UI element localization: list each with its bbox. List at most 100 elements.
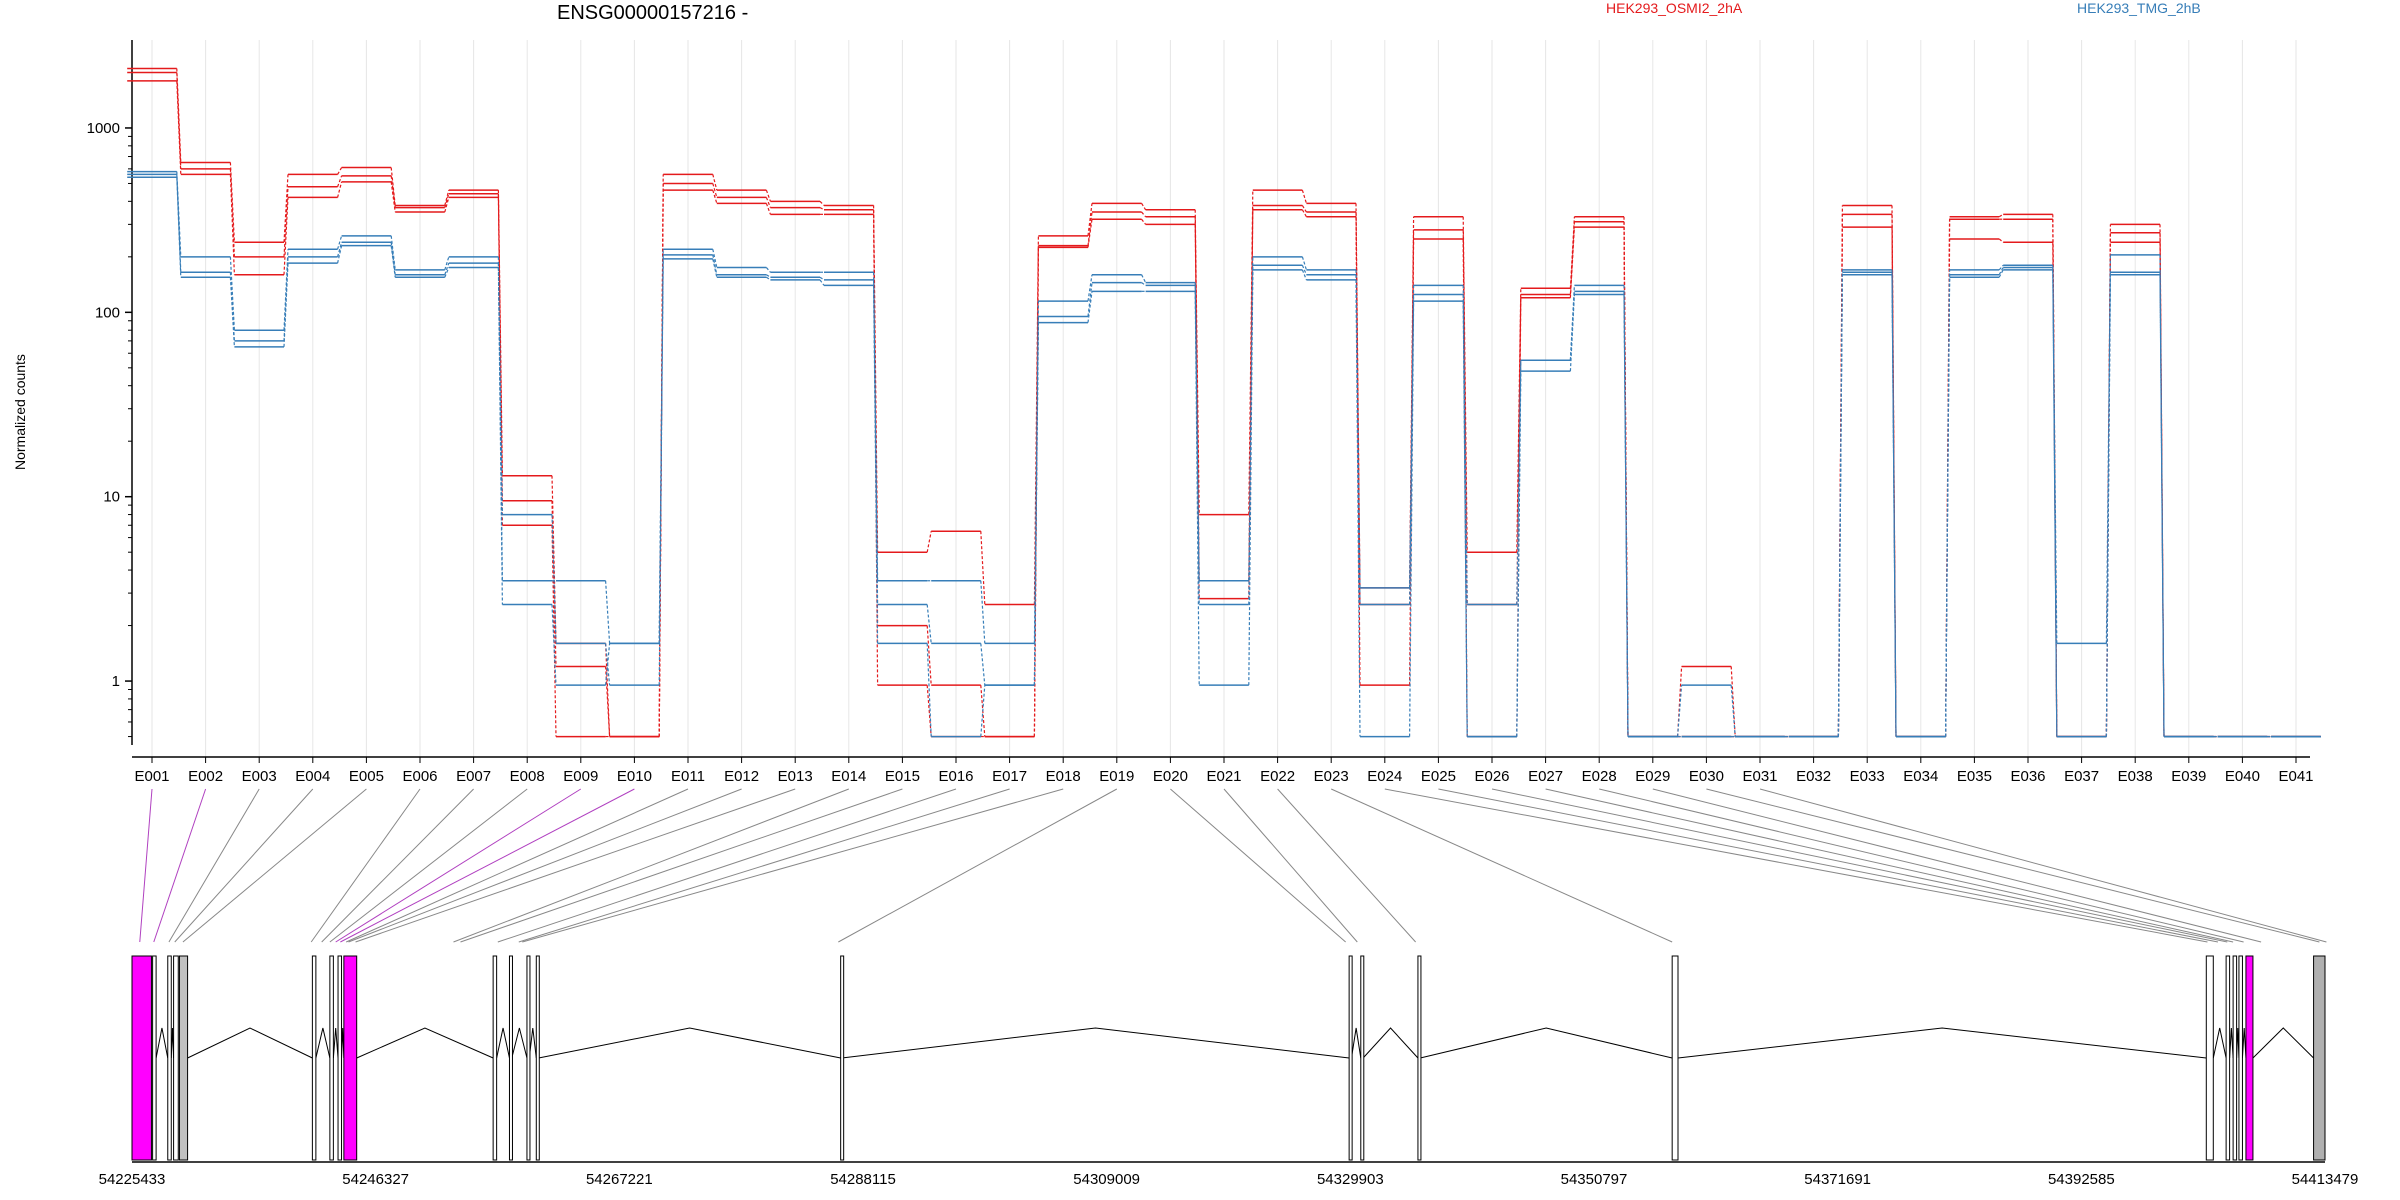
series-connector bbox=[551, 525, 557, 737]
x-axis-exon-labels: E001 E002 E003 E004 E005 E006 E007 E008 E009 E010… bbox=[134, 757, 2314, 785]
x-tick-label: E020 bbox=[1153, 768, 1188, 785]
exon-connector bbox=[168, 788, 260, 943]
series-connector bbox=[283, 197, 289, 275]
series-connector bbox=[337, 175, 343, 187]
exon-connector bbox=[497, 788, 957, 943]
series-connector bbox=[390, 167, 396, 206]
exon-connector-lines bbox=[139, 788, 2327, 943]
exon-connector bbox=[340, 788, 635, 943]
exon-connector bbox=[182, 788, 367, 943]
exon-connector bbox=[1384, 788, 2208, 943]
series-connector bbox=[497, 267, 503, 605]
y-tick-label: 1 bbox=[112, 673, 120, 690]
x-tick-label: E006 bbox=[402, 768, 437, 785]
series-connector bbox=[1998, 269, 2004, 278]
series-connector bbox=[390, 181, 396, 213]
series-connector bbox=[1033, 322, 1039, 686]
series-connector bbox=[873, 272, 879, 581]
series-connector bbox=[2052, 267, 2058, 737]
exon-block bbox=[167, 955, 172, 1161]
exon-connector bbox=[1170, 788, 1346, 943]
series-connector bbox=[444, 262, 450, 275]
x-tick-label: E025 bbox=[1421, 768, 1456, 785]
genome-tick-label: 54392585 bbox=[2048, 1171, 2115, 1188]
x-tick-label: E038 bbox=[2118, 768, 2153, 785]
series-connector bbox=[1409, 301, 1415, 737]
legend-entry-osmi2: HEK293_OSMI2_2hA bbox=[1606, 0, 1743, 16]
x-tick-label: E018 bbox=[1046, 768, 1081, 785]
series-connector bbox=[444, 267, 450, 278]
series-connector bbox=[1141, 211, 1147, 218]
exon-block bbox=[173, 955, 179, 1161]
series-connector bbox=[765, 267, 771, 273]
x-tick-label: E001 bbox=[134, 768, 169, 785]
series-connector bbox=[283, 263, 289, 347]
series-connector bbox=[1141, 282, 1146, 286]
exon-block bbox=[2205, 955, 2214, 1161]
exon-connector bbox=[355, 788, 796, 943]
axes: 1 10 100 1000 bbox=[87, 40, 2310, 758]
x-tick-label: E012 bbox=[724, 768, 759, 785]
genome-tick-label: 54371691 bbox=[1804, 1171, 1871, 1188]
series-connector bbox=[1301, 256, 1307, 271]
x-tick-label: E021 bbox=[1206, 768, 1241, 785]
exon-connector bbox=[460, 788, 903, 943]
series-connector bbox=[2159, 274, 2165, 737]
series-connector bbox=[1141, 203, 1147, 211]
exon-connector bbox=[838, 788, 1118, 943]
series-connector bbox=[712, 258, 718, 278]
x-tick-label: E029 bbox=[1635, 768, 1670, 785]
series-connector bbox=[1141, 218, 1147, 225]
series-connector bbox=[1891, 274, 1897, 737]
series-connector bbox=[926, 531, 932, 553]
x-tick-label: E036 bbox=[2010, 768, 2045, 785]
genome-tick-label: 54413479 bbox=[2292, 1171, 2359, 1188]
x-tick-label: E011 bbox=[671, 768, 705, 785]
series-connector bbox=[1141, 274, 1147, 283]
exon-block bbox=[1360, 955, 1365, 1161]
series-connector bbox=[1891, 272, 1897, 737]
exon-connector bbox=[1277, 788, 1416, 943]
series-connector bbox=[1998, 213, 2004, 218]
series-connector bbox=[229, 162, 235, 243]
exon-block bbox=[178, 955, 189, 1161]
exon-connector bbox=[139, 788, 153, 943]
series-connector bbox=[1087, 282, 1093, 317]
intron bbox=[1677, 1027, 2207, 1059]
series-connector bbox=[1301, 209, 1307, 218]
x-tick-label: E014 bbox=[831, 768, 866, 785]
exon-connector bbox=[1545, 788, 2234, 943]
intron bbox=[496, 1027, 510, 1059]
intron bbox=[1350, 1027, 1362, 1059]
exon-block bbox=[526, 955, 531, 1161]
exon-block bbox=[2238, 955, 2243, 1161]
series-connector bbox=[819, 200, 825, 206]
series-connector bbox=[176, 174, 182, 273]
x-tick-label: E040 bbox=[2225, 768, 2260, 785]
series-connector bbox=[444, 189, 450, 206]
series-connector bbox=[605, 643, 611, 737]
series-connector bbox=[605, 643, 611, 686]
x-tick-label: E019 bbox=[1099, 768, 1134, 785]
series-connector bbox=[2105, 274, 2111, 737]
series-connector bbox=[819, 276, 825, 281]
y-tick-label: 100 bbox=[95, 304, 120, 321]
series-connector bbox=[1462, 285, 1468, 605]
intron bbox=[2212, 1027, 2227, 1059]
exon-connector bbox=[1223, 788, 1358, 943]
series-connector bbox=[283, 174, 289, 243]
series-connector bbox=[1301, 269, 1307, 281]
x-tick-label: E005 bbox=[349, 768, 384, 785]
exon-block bbox=[492, 955, 498, 1161]
x-tick-label: E013 bbox=[778, 768, 813, 785]
exon-block bbox=[1671, 955, 1679, 1161]
series-connector bbox=[444, 193, 450, 208]
exon-connector bbox=[1652, 788, 2262, 943]
x-tick-label: E015 bbox=[885, 768, 920, 785]
intron bbox=[1362, 1027, 1419, 1059]
series-connector bbox=[444, 256, 450, 271]
x-tick-label: E030 bbox=[1689, 768, 1724, 785]
series-connector bbox=[2052, 269, 2058, 737]
exon-connector bbox=[1491, 788, 2228, 943]
series-connector bbox=[658, 254, 664, 686]
